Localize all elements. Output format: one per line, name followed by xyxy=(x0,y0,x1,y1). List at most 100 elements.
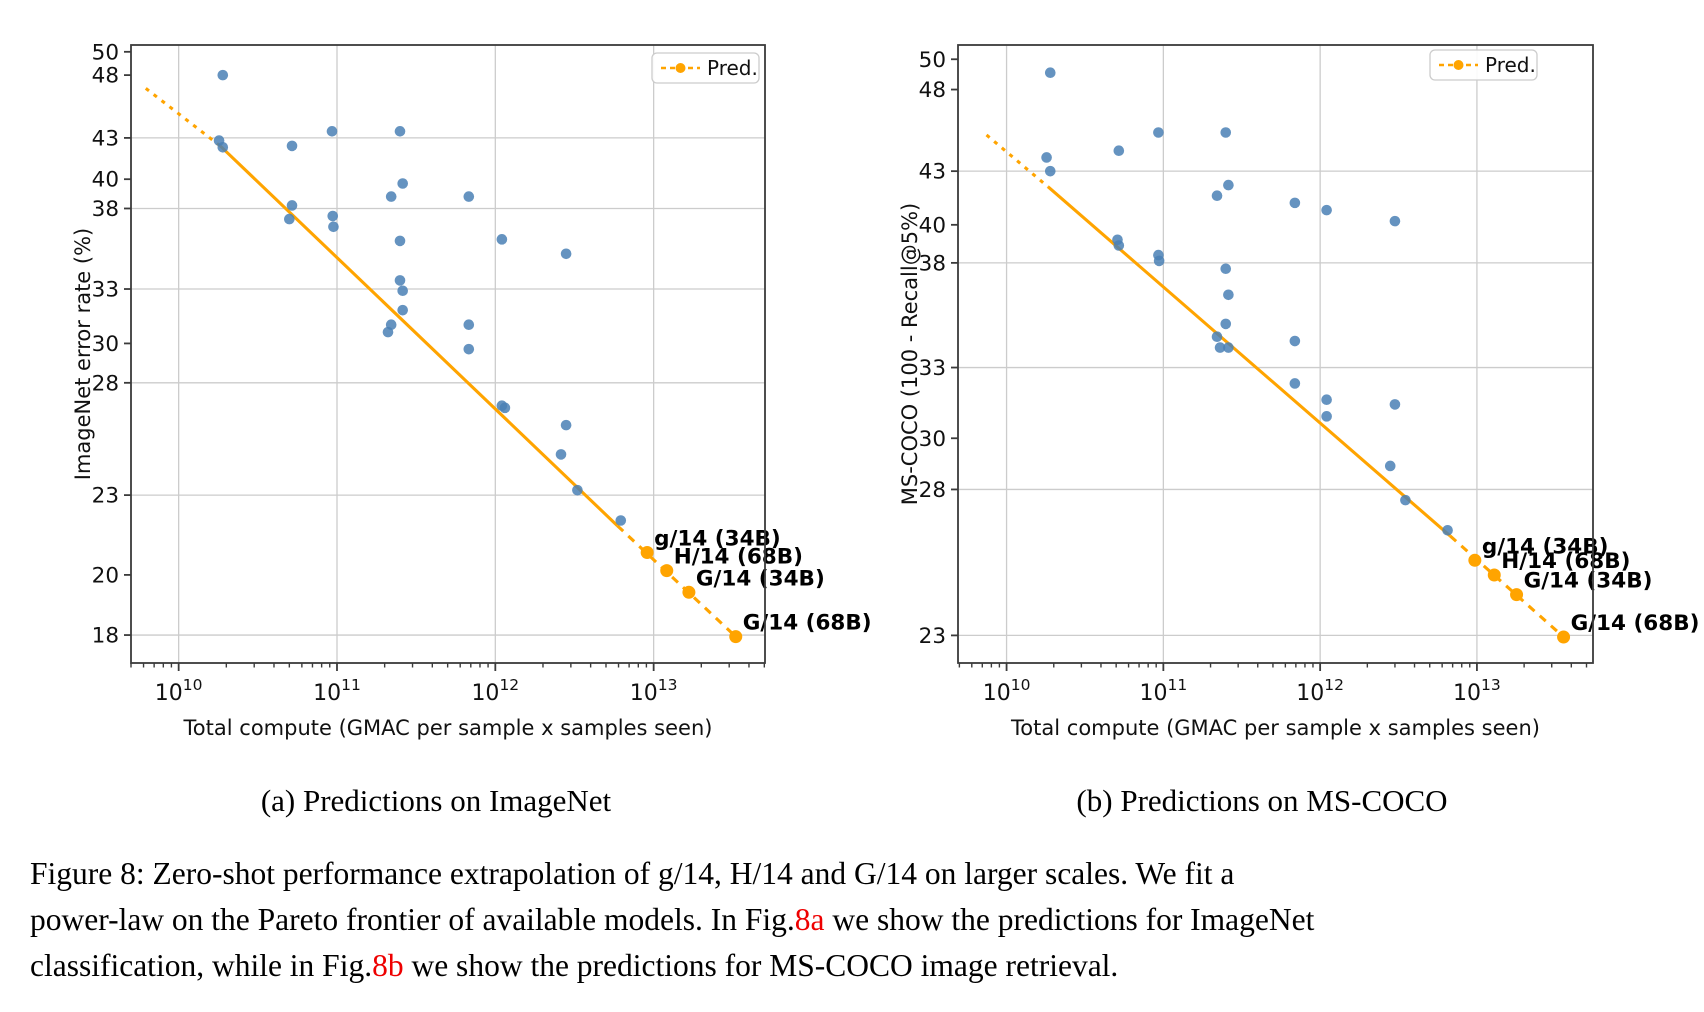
data-point xyxy=(1220,263,1232,275)
prediction-points: g/14 (34B)H/14 (68B)G/14 (34B) G/14 (68B) xyxy=(1468,534,1700,644)
x-tick-label: 1013 xyxy=(1453,676,1501,706)
caption-line-3: classification, while in Fig.8b we show … xyxy=(30,943,1685,989)
prediction-point xyxy=(1487,568,1501,582)
annotation-h-14-68b-: H/14 (68B) xyxy=(674,545,803,570)
data-point xyxy=(1223,342,1234,353)
data-point xyxy=(1220,318,1232,330)
prediction-points: g/14 (34B)H/14 (68B)G/14 (34B) G/14 (68B) xyxy=(640,527,872,644)
data-point xyxy=(1289,197,1301,209)
y-tick-label: 48 xyxy=(919,78,946,103)
data-point xyxy=(326,126,338,137)
figure-ref-8a: 8a xyxy=(794,902,825,937)
caption-text: we show the predictions for MS-COCO imag… xyxy=(403,948,1119,983)
y-tick-label: 18 xyxy=(92,624,119,649)
x-tick-label: 1013 xyxy=(630,676,678,706)
data-point xyxy=(397,178,408,189)
figure-caption: Figure 8: Zero-shot performance extrapol… xyxy=(30,851,1685,989)
y-axis-label: MS-COCO (100 - Recall@5%) xyxy=(898,203,922,505)
caption-text: power-law on the Pareto frontier of avai… xyxy=(30,902,795,937)
data-point xyxy=(1041,152,1052,163)
data-point xyxy=(1389,215,1401,227)
gridlines xyxy=(131,45,765,663)
data-point xyxy=(394,275,406,286)
legend-label: Pred. xyxy=(1485,53,1536,77)
x-tick-label: 1011 xyxy=(1139,676,1187,706)
prediction-point xyxy=(640,546,654,560)
y-tick-label: 30 xyxy=(919,427,946,452)
annotation-g-14-68b-: G/14 (68B) xyxy=(1571,611,1700,636)
data-point xyxy=(1321,411,1332,422)
x-tick-label: 1010 xyxy=(155,676,203,706)
data-point xyxy=(1223,179,1234,191)
scatter-points xyxy=(213,69,627,526)
prediction-point xyxy=(660,564,674,578)
data-point xyxy=(1442,524,1453,536)
prediction-point xyxy=(1557,630,1571,644)
fit-line xyxy=(144,87,737,638)
data-point xyxy=(385,191,397,202)
subcaption-b: (b) Predictions on MS-COCO xyxy=(1076,783,1448,818)
annotation-g-14-68b-: G/14 (68B) xyxy=(743,611,872,636)
data-point xyxy=(284,213,295,225)
data-point xyxy=(286,200,298,211)
data-point xyxy=(560,419,572,431)
data-point xyxy=(1389,399,1401,410)
data-point xyxy=(1113,145,1125,157)
data-point xyxy=(615,515,627,526)
data-point xyxy=(286,140,298,152)
data-point xyxy=(1289,378,1301,389)
y-tick-label: 28 xyxy=(92,371,119,396)
y-tick-label: 40 xyxy=(92,168,119,193)
caption-text: we show the predictions for ImageNet xyxy=(824,902,1315,937)
plot-imagenet-predictions: g/14 (34B)H/14 (68B)G/14 (34B) G/14 (68B)… xyxy=(71,40,872,740)
data-point xyxy=(1044,67,1056,79)
prediction-point xyxy=(682,585,696,599)
x-tick-label: 1012 xyxy=(1296,676,1344,706)
annotation-h-14-68b-: H/14 (68B) xyxy=(1501,549,1630,574)
data-point xyxy=(397,285,408,297)
subcaption-a: (a) Predictions on ImageNet xyxy=(260,783,612,818)
y-tick-label: 28 xyxy=(919,478,946,503)
y-tick-label: 20 xyxy=(92,563,119,588)
prediction-point xyxy=(1510,588,1524,602)
caption-line-1: Figure 8: Zero-shot performance extrapol… xyxy=(30,856,1235,891)
data-point xyxy=(1289,335,1301,347)
data-point xyxy=(1153,255,1165,267)
y-axis-label: ImageNet error rate (%) xyxy=(71,228,95,481)
y-tick-label: 50 xyxy=(919,48,946,73)
axes-box xyxy=(957,44,1594,664)
x-axis-label: Total compute (GMAC per sample x samples… xyxy=(1010,716,1540,740)
caption-line-2: power-law on the Pareto frontier of avai… xyxy=(30,897,1685,943)
y-tick-label: 33 xyxy=(92,278,119,303)
data-point xyxy=(397,304,408,316)
data-point xyxy=(1220,127,1232,138)
x-axis: 1010 1011 1012 1013 Total compute (GMAC per … xyxy=(130,663,766,740)
legend: Pred. xyxy=(1429,49,1538,81)
legend-label: Pred. xyxy=(707,56,758,80)
data-point xyxy=(1321,394,1332,406)
data-point xyxy=(394,235,406,247)
data-point xyxy=(1211,190,1223,202)
data-point xyxy=(328,221,339,233)
data-point xyxy=(1214,342,1226,353)
figure-ref-8b: 8b xyxy=(372,948,404,983)
annotation-g-14-34b-: G/14 (34B) xyxy=(696,566,825,591)
y-tick-label: 48 xyxy=(92,64,119,89)
data-point xyxy=(217,141,229,153)
data-point xyxy=(394,126,406,137)
y-tick-label: 40 xyxy=(919,213,946,238)
y-tick-label: 43 xyxy=(92,126,119,151)
data-point xyxy=(1400,494,1411,506)
data-point xyxy=(496,234,508,245)
x-tick-label: 1011 xyxy=(313,676,361,706)
y-tick-label: 23 xyxy=(92,484,119,509)
data-point xyxy=(1384,460,1396,472)
plot-mscoco-predictions: g/14 (34B)H/14 (68B)G/14 (34B) G/14 (68B)… xyxy=(898,44,1700,740)
data-point xyxy=(572,484,583,496)
y-tick-label: 30 xyxy=(92,332,119,357)
data-point xyxy=(327,210,339,222)
data-point xyxy=(463,191,475,202)
y-tick-label: 23 xyxy=(919,624,946,649)
